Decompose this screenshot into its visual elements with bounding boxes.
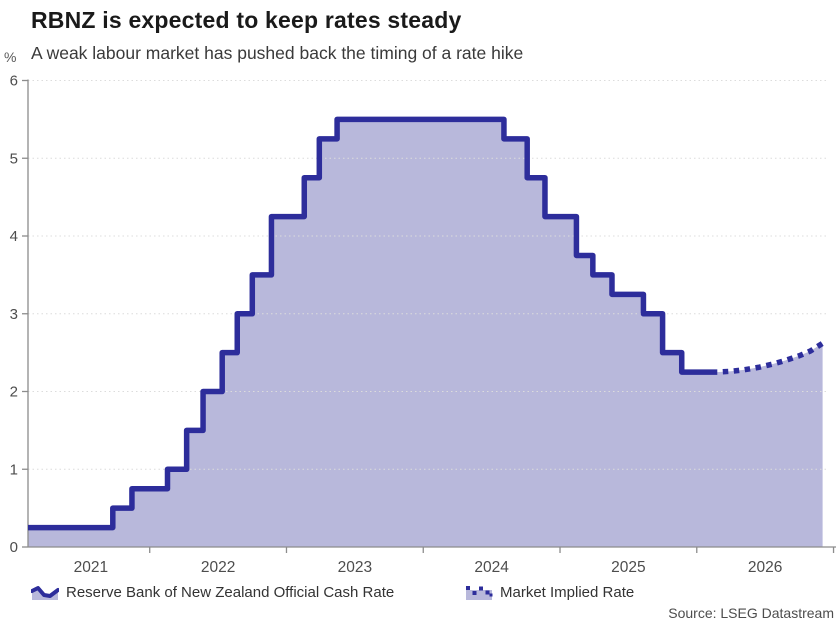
market-implied-rate-dotted-line <box>717 340 825 375</box>
legend-item-official-cash-rate: Reserve Bank of New Zealand Official Cas… <box>31 584 394 601</box>
x-tick-label: 2022 <box>201 559 235 576</box>
y-tick-label: 2 <box>10 384 18 401</box>
x-tick-label: 2025 <box>611 559 645 576</box>
dotted-wave-legend-icon <box>466 585 493 600</box>
x-tick-label: 2023 <box>338 559 372 576</box>
legend-label-market-implied-rate: Market Implied Rate <box>500 584 635 601</box>
y-axis-unit-label: % <box>4 49 17 65</box>
chart-subtitle: A weak labour market has pushed back the… <box>31 43 524 63</box>
x-tick-label: 2026 <box>748 559 782 576</box>
y-tick-label: 3 <box>10 306 18 323</box>
solid-wave-area-legend-icon <box>31 585 59 600</box>
legend-item-market-implied-rate: Market Implied Rate <box>465 584 634 601</box>
rate-area-fill <box>28 119 823 547</box>
chart-title: RBNZ is expected to keep rates steady <box>31 7 462 33</box>
official-cash-rate-step-line <box>28 116 718 531</box>
x-tick-label: 2021 <box>74 559 108 576</box>
legend-label-official-cash-rate: Reserve Bank of New Zealand Official Cas… <box>66 584 395 601</box>
y-tick-label: 5 <box>10 150 18 167</box>
x-tick-label: 2024 <box>474 559 509 576</box>
y-tick-label: 1 <box>10 461 18 478</box>
source-attribution: Source: LSEG Datastream <box>668 605 834 621</box>
y-tick-label: 6 <box>10 73 18 90</box>
y-tick-label: 0 <box>10 539 18 556</box>
y-tick-label: 4 <box>10 228 18 245</box>
